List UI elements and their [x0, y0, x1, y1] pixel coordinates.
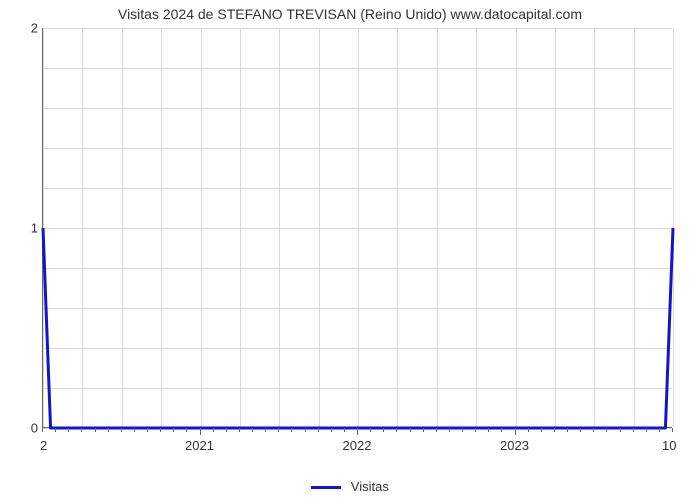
x-tick-minor [528, 428, 529, 432]
x-tick-minor [186, 428, 187, 432]
legend-swatch [311, 486, 341, 489]
x-tick-minor [252, 428, 253, 432]
x-tick-minor [541, 428, 542, 432]
x-tick-minor [620, 428, 621, 432]
x-tick-minor [567, 428, 568, 432]
x-tick-minor [580, 428, 581, 432]
x-tick-minor [42, 428, 43, 432]
x-tick-minor [265, 428, 266, 432]
x-tick-minor [147, 428, 148, 432]
x-tick-minor [396, 428, 397, 432]
x-tick-minor [318, 428, 319, 432]
x-tick-minor [633, 428, 634, 432]
x-tick-minor [331, 428, 332, 432]
x-tick-minor [213, 428, 214, 432]
x-tick-minor [554, 428, 555, 432]
x-tick-minor [134, 428, 135, 432]
x-tick-minor [278, 428, 279, 432]
x-tick-minor [449, 428, 450, 432]
x-tick-minor [370, 428, 371, 432]
x-tick-minor [488, 428, 489, 432]
legend-label: Visitas [351, 479, 389, 494]
x-tick-minor [593, 428, 594, 432]
legend: Visitas [0, 479, 700, 494]
gridline-vertical [673, 28, 674, 427]
x-tick-minor [108, 428, 109, 432]
data-line [43, 28, 673, 428]
x-tick-minor [423, 428, 424, 432]
x-tick-minor [68, 428, 69, 432]
x-tick-minor [646, 428, 647, 432]
x-tick-minor [305, 428, 306, 432]
x-tick-minor [501, 428, 502, 432]
chart-title: Visitas 2024 de STEFANO TREVISAN (Reino … [0, 6, 700, 22]
x-tick-minor [226, 428, 227, 432]
x-tick-major [357, 428, 358, 435]
x-tick-minor [81, 428, 82, 432]
x-tick-minor [659, 428, 660, 432]
x-tick-minor [383, 428, 384, 432]
x-tick-minor [160, 428, 161, 432]
y-tick-label: 0 [8, 421, 38, 436]
x-tick-minor [606, 428, 607, 432]
y-tick-label: 2 [8, 21, 38, 36]
x-tick-major [200, 428, 201, 435]
axis-corner-left: 2 [40, 438, 47, 453]
x-tick-minor [95, 428, 96, 432]
x-tick-minor [436, 428, 437, 432]
x-tick-minor [239, 428, 240, 432]
x-tick-label: 2022 [343, 438, 372, 453]
x-tick-major [515, 428, 516, 435]
x-tick-label: 2021 [185, 438, 214, 453]
y-tick-label: 1 [8, 221, 38, 236]
x-tick-minor [173, 428, 174, 432]
x-tick-minor [475, 428, 476, 432]
x-tick-minor [672, 428, 673, 432]
x-tick-minor [344, 428, 345, 432]
x-tick-minor [121, 428, 122, 432]
x-tick-minor [291, 428, 292, 432]
axis-corner-right: 10 [662, 438, 676, 453]
x-tick-minor [410, 428, 411, 432]
x-tick-label: 2023 [500, 438, 529, 453]
x-tick-minor [462, 428, 463, 432]
x-tick-minor [55, 428, 56, 432]
plot-area [42, 28, 672, 428]
